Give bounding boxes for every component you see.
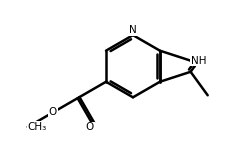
Text: NH: NH: [191, 56, 206, 66]
Text: N: N: [129, 25, 137, 35]
Text: O: O: [86, 122, 94, 132]
Text: CH₃: CH₃: [28, 122, 47, 132]
Text: O: O: [49, 107, 57, 117]
